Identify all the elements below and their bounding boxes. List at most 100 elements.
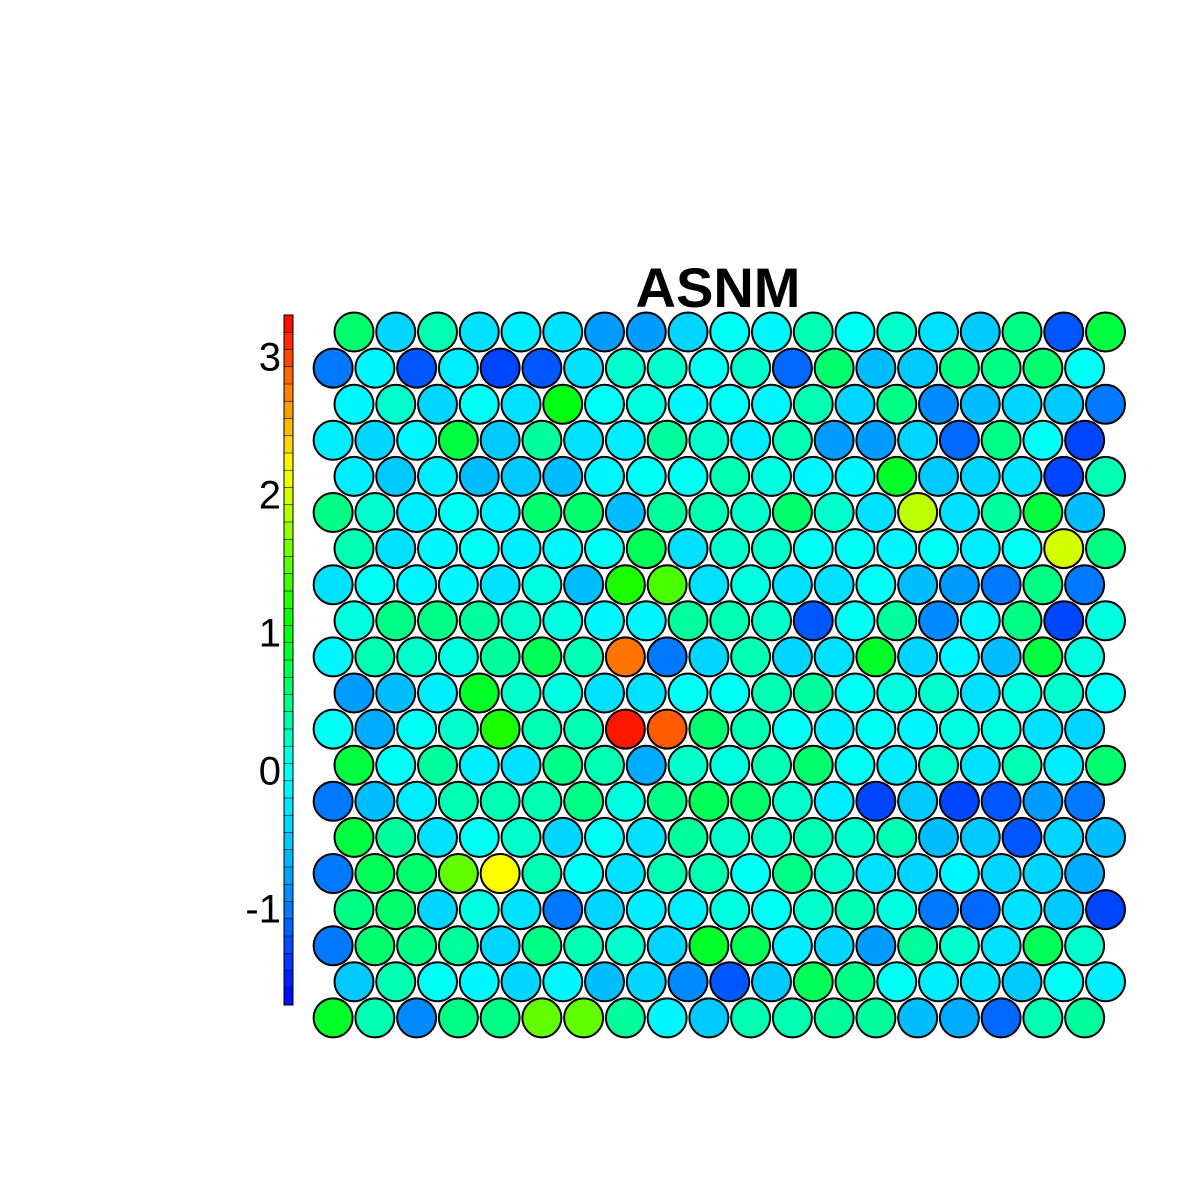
hex-cell xyxy=(625,600,667,642)
colorbar-segment xyxy=(284,780,293,799)
hex-cell xyxy=(375,383,417,425)
hex-cell xyxy=(688,347,730,389)
hex-cell xyxy=(1001,672,1043,714)
hex-cell xyxy=(458,383,500,425)
hex-cell xyxy=(458,961,500,1003)
hex-cell xyxy=(855,636,897,678)
hex-cell xyxy=(688,419,730,461)
hex-cell xyxy=(667,528,709,570)
colorbar-segment xyxy=(284,729,293,747)
hex-cell xyxy=(834,961,876,1003)
hex-cell xyxy=(354,347,396,389)
hex-cell xyxy=(396,636,438,678)
hex-cell xyxy=(333,961,375,1003)
hex-cell xyxy=(938,997,980,1039)
hex-cell xyxy=(834,600,876,642)
colorbar-segment xyxy=(284,556,293,575)
hex-cell xyxy=(625,889,667,931)
hex-cell xyxy=(354,419,396,461)
hex-cell xyxy=(625,816,667,858)
hex-cell xyxy=(437,492,479,533)
hex-cell xyxy=(458,672,500,714)
hex-cell xyxy=(542,672,584,714)
hex-cell xyxy=(417,889,458,931)
hex-cell xyxy=(417,961,458,1003)
hex-cell xyxy=(312,708,354,750)
colorbar-segment xyxy=(284,849,293,868)
hex-cell xyxy=(1001,383,1043,425)
hex-cell xyxy=(396,492,438,533)
hex-cell xyxy=(584,383,625,425)
colorbar-segment xyxy=(284,573,293,592)
hex-cell xyxy=(542,600,584,642)
hex-cell xyxy=(730,419,772,461)
hex-cell xyxy=(667,455,709,497)
hex-cell xyxy=(667,889,709,931)
hex-cell xyxy=(834,383,876,425)
hex-cell xyxy=(771,780,813,822)
colorbar-segment xyxy=(284,936,293,954)
hex-cell xyxy=(1043,455,1085,497)
hex-cell xyxy=(437,853,479,894)
hex-cell xyxy=(980,997,1022,1039)
hex-cell xyxy=(584,889,625,931)
hex-cell xyxy=(918,600,959,642)
hex-cell xyxy=(897,636,939,678)
hex-cell xyxy=(333,816,375,858)
hex-cell xyxy=(375,455,417,497)
hex-cell xyxy=(375,311,417,353)
hex-cell xyxy=(771,853,813,894)
hex-cell xyxy=(312,492,354,533)
hex-cell xyxy=(709,528,751,570)
hex-cell xyxy=(688,564,730,606)
hex-cell xyxy=(730,780,772,822)
hex-cell xyxy=(437,780,479,822)
hex-cell xyxy=(918,672,959,714)
hex-cell xyxy=(959,961,1001,1003)
hex-cell xyxy=(1022,925,1064,967)
hex-cell xyxy=(646,636,688,678)
colorbar-segment xyxy=(284,953,293,971)
hex-cell xyxy=(813,564,855,606)
hex-cell xyxy=(938,564,980,606)
hex-cell xyxy=(855,419,897,461)
hex-cell xyxy=(584,672,625,714)
hex-cell xyxy=(938,419,980,461)
hex-cell xyxy=(667,961,709,1003)
hex-cell xyxy=(1085,816,1126,858)
hex-cell xyxy=(584,600,625,642)
hex-cell xyxy=(918,744,959,786)
hex-cell xyxy=(897,708,939,750)
hex-cell xyxy=(813,925,855,967)
hex-cell xyxy=(855,708,897,750)
hex-cell xyxy=(1085,383,1126,425)
hex-cell xyxy=(938,780,980,822)
colorbar-segment xyxy=(284,539,293,557)
colorbar-segment xyxy=(284,987,293,1006)
hex-cell xyxy=(479,347,521,389)
hex-cell xyxy=(604,492,646,533)
hex-cell xyxy=(417,672,458,714)
hex-cell xyxy=(855,492,897,533)
hex-cell xyxy=(625,455,667,497)
hex-cell xyxy=(354,564,396,606)
hex-cell xyxy=(730,925,772,967)
hex-cell xyxy=(792,528,834,570)
hex-cell xyxy=(312,853,354,894)
hex-cell xyxy=(500,816,542,858)
hex-cell xyxy=(1022,997,1064,1039)
colorbar-tick-label: 2 xyxy=(259,473,281,517)
hex-cell xyxy=(959,383,1001,425)
hex-cell xyxy=(813,780,855,822)
colorbar-segment xyxy=(284,694,293,713)
hex-cell xyxy=(1085,672,1126,714)
hex-cell xyxy=(771,636,813,678)
hex-cell xyxy=(458,311,500,353)
hex-cell xyxy=(458,816,500,858)
hex-cell xyxy=(500,672,542,714)
hex-cell xyxy=(1085,889,1126,931)
colorbar-segment xyxy=(284,522,293,540)
hex-cell xyxy=(855,780,897,822)
hex-cell xyxy=(813,997,855,1039)
